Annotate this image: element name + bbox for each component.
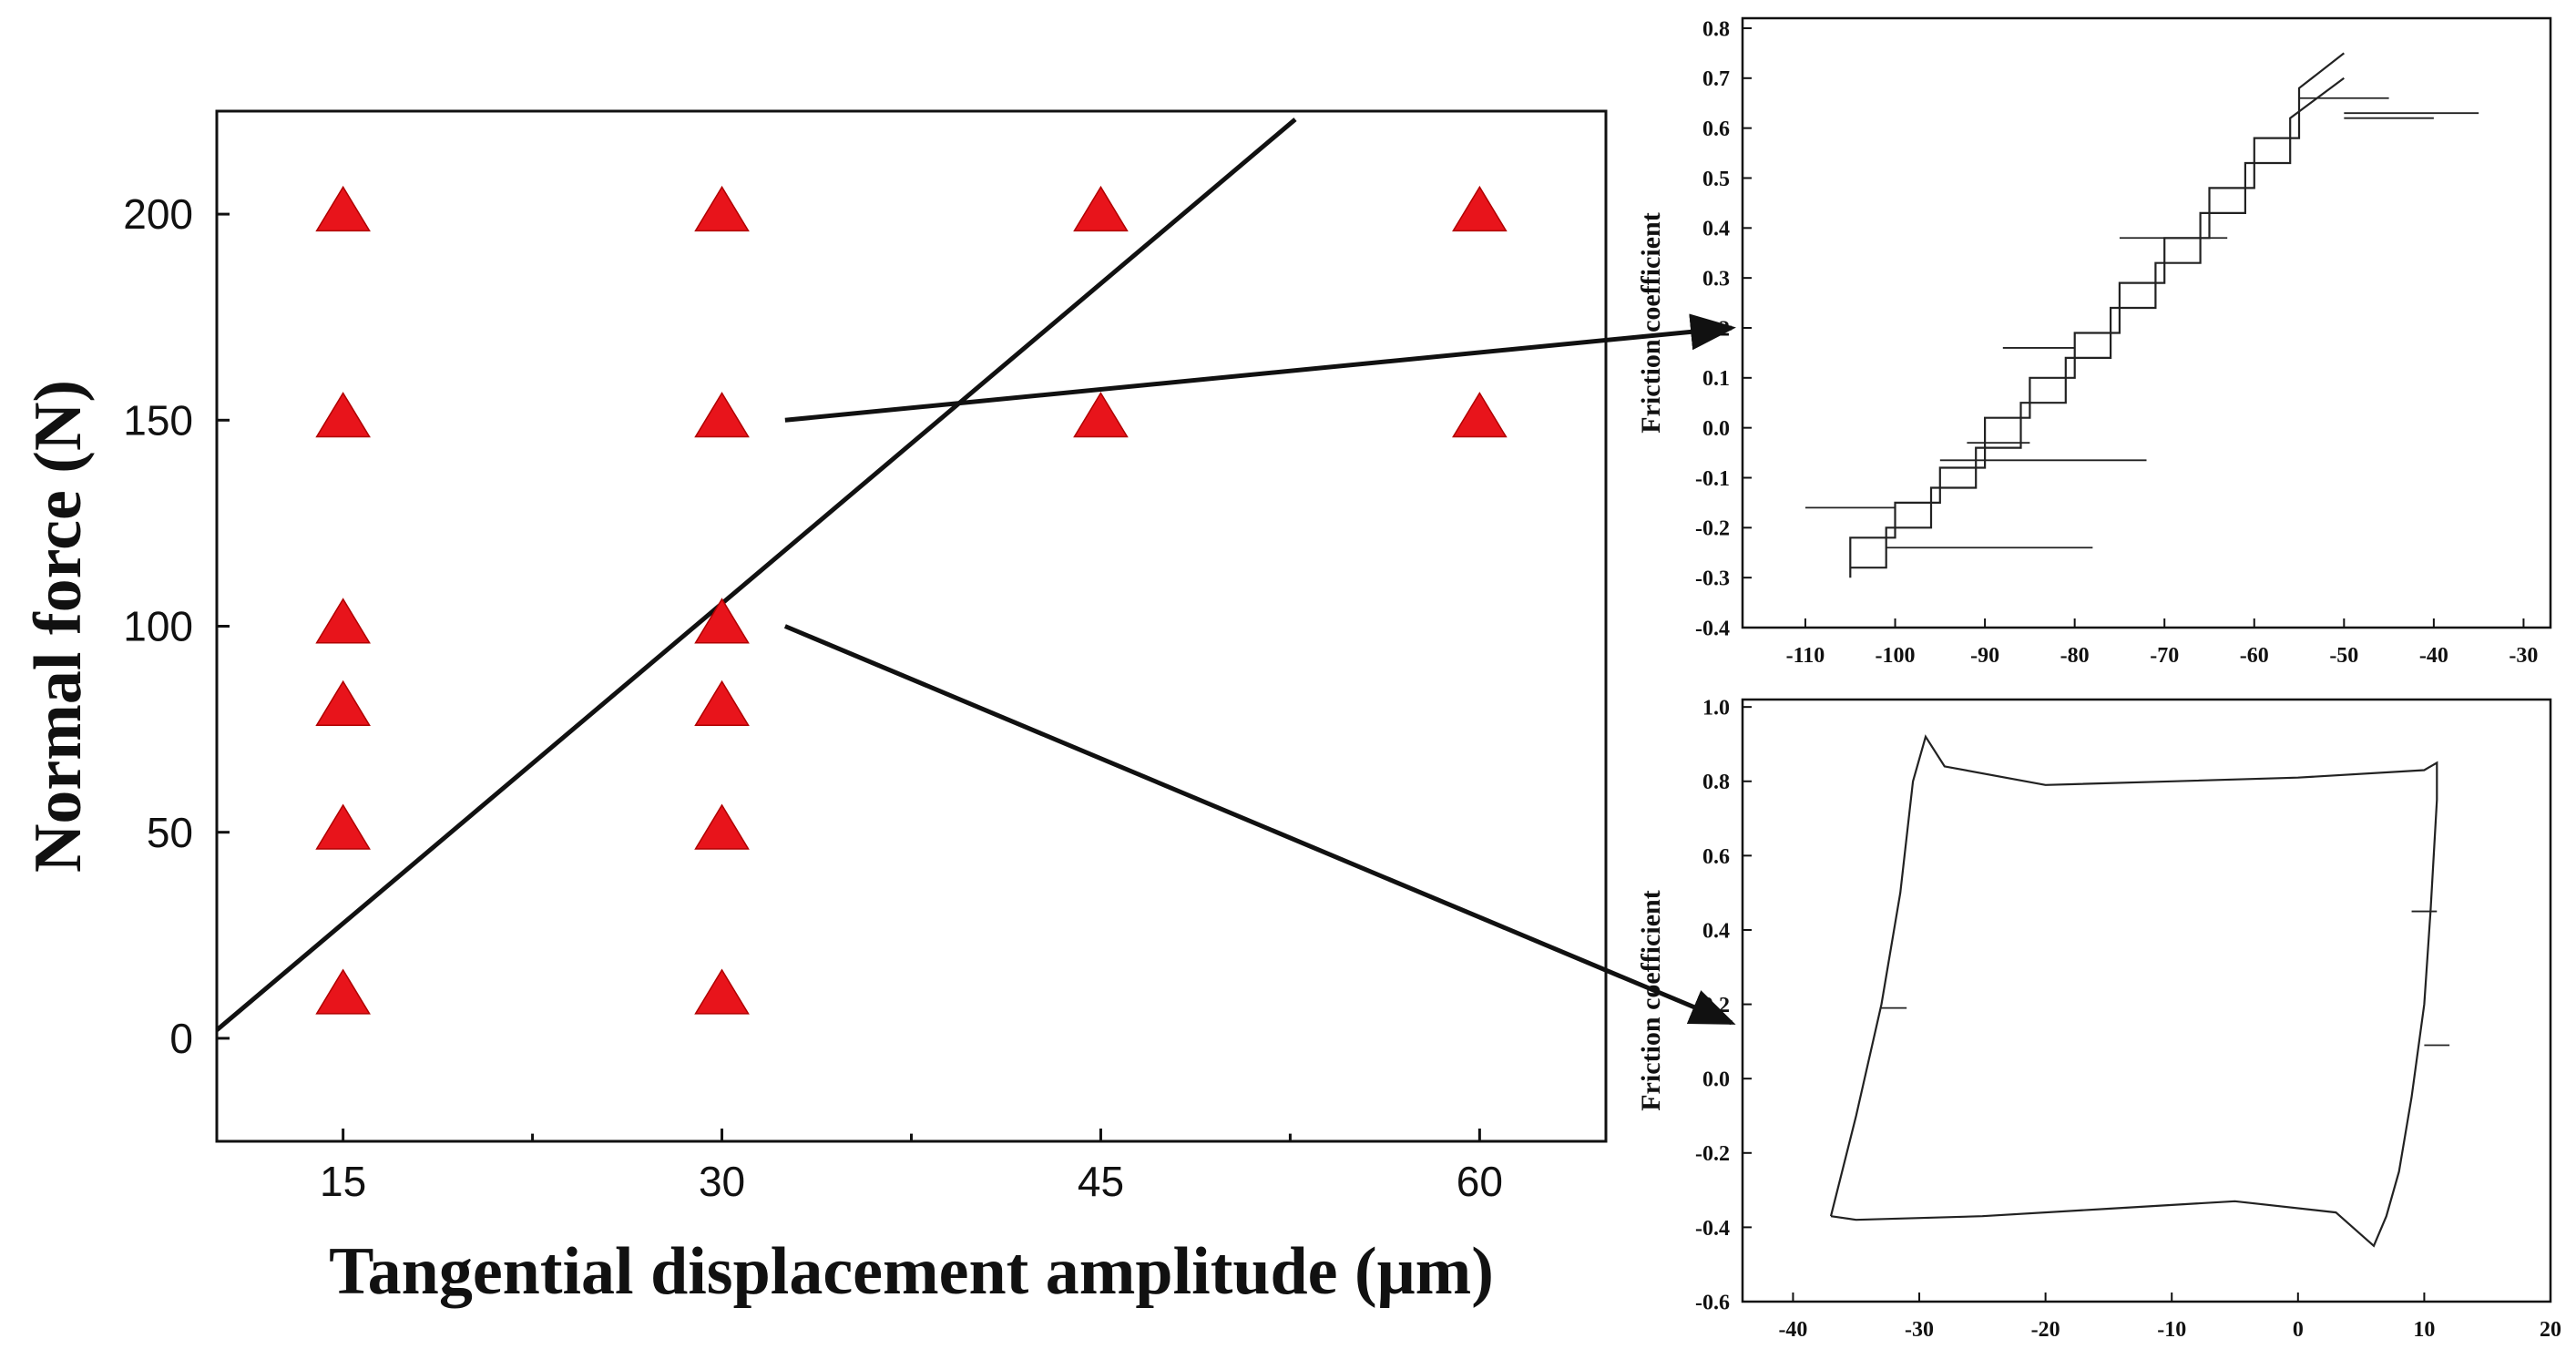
main-data-triangle (315, 185, 371, 232)
top-right-x-tick-label: -90 (1970, 644, 1999, 668)
bottom-right-x-tick-label: -40 (1778, 1318, 1807, 1342)
top-right-x-tick-label: -110 (1786, 644, 1825, 668)
callout-arrows (783, 313, 1736, 1026)
bottom-right-x-tick-label: -20 (2031, 1318, 2060, 1342)
main-data-triangle (315, 392, 371, 438)
top-right-y-tick-label: 0.0 (1702, 417, 1730, 441)
top-right-x-tick-label: -70 (2150, 644, 2179, 668)
main-data-triangle (694, 392, 750, 438)
main-y-tick-label: 150 (123, 396, 193, 444)
main-data-triangle (694, 680, 750, 726)
top-right-y-tick-label: 0.4 (1702, 218, 1730, 241)
bottom-right-y-tick-label: 0.6 (1702, 845, 1730, 869)
main-data-triangle (315, 968, 371, 1015)
top-right-y-axis-title: Friction coefficient (1636, 212, 1666, 433)
main-data-triangle (315, 680, 371, 726)
top-right-x-tick-label: -30 (2509, 644, 2538, 668)
main-data-triangle (1073, 392, 1129, 438)
main-x-tick-label: 30 (699, 1158, 745, 1205)
bottom-right-y-axis-title: Friction coefficient (1636, 890, 1666, 1110)
top-right-plot-frame (1741, 16, 2552, 629)
bottom-right-series-loop (1829, 734, 2438, 1248)
top-right-y-tick-label: -0.3 (1695, 567, 1730, 591)
main-plot-frame (215, 109, 1608, 1143)
top-right-inset-plot: -0.4-0.3-0.2-0.10.00.10.20.30.40.50.60.7… (1636, 16, 2552, 668)
bottom-right-y-tick-label: 0.0 (1702, 1068, 1730, 1092)
bottom-right-y-tick-label: -0.2 (1695, 1142, 1730, 1166)
bottom-right-x-tick-label: 0 (2293, 1318, 2304, 1342)
top-right-y-tick-label: 0.7 (1702, 67, 1730, 91)
main-x-tick-label: 15 (320, 1158, 366, 1205)
main-data-triangle (1452, 185, 1508, 232)
top-right-series-trace-lower (1850, 77, 2345, 569)
main-x-axis-title: Tangential displacement amplitude (μm) (329, 1234, 1494, 1309)
top-right-y-tick-label: 0.6 (1702, 118, 1730, 141)
main-y-tick-label: 200 (123, 190, 193, 238)
main-data-triangle (694, 968, 750, 1015)
main-x-tick-label: 45 (1078, 1158, 1124, 1205)
bottom-right-y-tick-label: -0.4 (1695, 1217, 1730, 1241)
top-right-y-tick-label: 0.8 (1702, 17, 1730, 41)
callout-arrow-bottom-right (783, 624, 1736, 1026)
bottom-right-y-tick-label: 0.8 (1702, 771, 1730, 794)
main-y-tick-label: 0 (169, 1015, 193, 1062)
main-x-tick-label: 60 (1457, 1158, 1503, 1205)
bottom-right-y-tick-label: -0.6 (1695, 1291, 1730, 1314)
main-plot: 0 50 100 150 200 15 30 45 60 Tangential displacem… (21, 109, 1608, 1309)
top-right-x-tick-label: -60 (2240, 644, 2269, 668)
top-right-y-tick-label: -0.4 (1695, 617, 1730, 640)
top-right-y-tick-label: 0.5 (1702, 168, 1730, 191)
main-data-triangle (694, 185, 750, 232)
main-y-tick-label: 50 (147, 809, 193, 856)
main-data-triangle (1073, 185, 1129, 232)
callout-arrow-top-right (784, 313, 1736, 423)
main-data-triangle (315, 598, 371, 644)
bottom-right-y-tick-label: 0.4 (1702, 919, 1730, 943)
top-right-y-tick-label: 0.1 (1702, 367, 1730, 391)
bottom-right-x-tick-label: -10 (2157, 1318, 2186, 1342)
bottom-right-plot-frame (1741, 698, 2552, 1303)
top-right-x-tick-label: -50 (2329, 644, 2358, 668)
main-y-tick-label: 100 (123, 603, 193, 650)
top-right-series-trace-upper (1849, 52, 2345, 578)
main-data-triangle (694, 803, 750, 850)
top-right-x-tick-label: -40 (2419, 644, 2448, 668)
bottom-right-x-tick-label: -30 (1905, 1318, 1934, 1342)
main-data-triangle (694, 598, 750, 644)
top-right-y-tick-label: -0.2 (1695, 517, 1730, 541)
top-right-x-tick-label: -100 (1876, 644, 1916, 668)
bottom-right-x-tick-label: 20 (2540, 1318, 2561, 1342)
top-right-x-tick-label: -80 (2060, 644, 2090, 668)
bottom-right-x-tick-label: 10 (2413, 1318, 2435, 1342)
top-right-y-tick-label: -0.1 (1695, 467, 1730, 491)
main-y-axis-title: Normal force (N) (21, 380, 96, 873)
main-boundary-line (215, 118, 1297, 1032)
top-right-y-tick-label: 0.3 (1702, 268, 1730, 291)
bottom-right-y-tick-label: 1.0 (1702, 697, 1730, 720)
main-data-triangle (1452, 392, 1508, 438)
main-data-triangle (315, 803, 371, 850)
bottom-right-inset-plot: -0.6-0.4-0.20.00.20.40.60.81.0-40 -30 -20-… (1636, 697, 2561, 1342)
